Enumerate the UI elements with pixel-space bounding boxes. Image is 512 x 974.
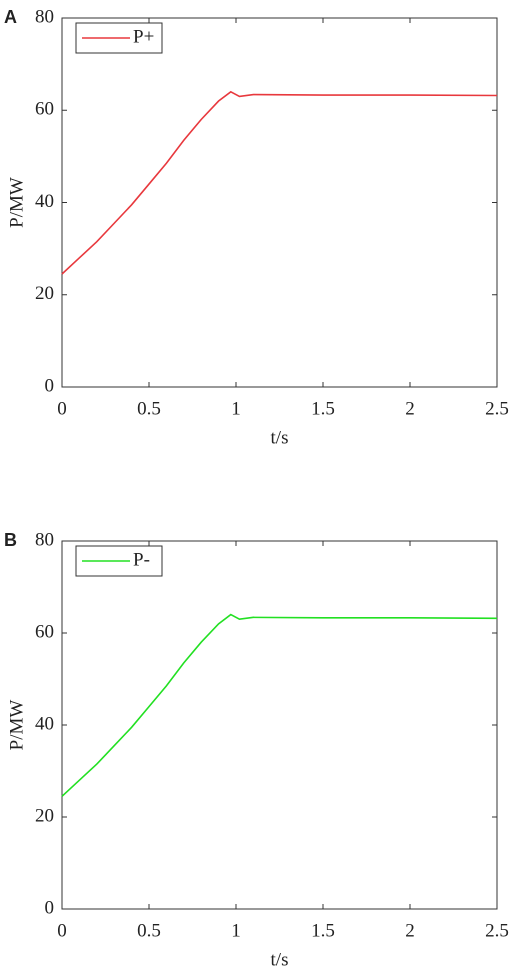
y-tick-label: 80 xyxy=(35,529,54,550)
x-axis-label: t/s xyxy=(271,427,289,448)
data-line xyxy=(61,90,498,275)
y-tick-label: 0 xyxy=(45,375,55,396)
x-tick-label: 2.5 xyxy=(485,398,509,419)
x-tick-label: 1.5 xyxy=(311,920,335,941)
y-tick-label: 60 xyxy=(35,99,54,120)
x-tick-label: 0.5 xyxy=(137,920,161,941)
y-tick-label: 80 xyxy=(35,6,54,27)
x-tick-label: 2.5 xyxy=(485,920,509,941)
x-tick-label: 1.5 xyxy=(311,398,335,419)
x-tick-label: 2 xyxy=(405,398,415,419)
panel-label: A xyxy=(4,7,17,27)
x-tick-label: 0 xyxy=(57,398,67,419)
x-tick-label: 1 xyxy=(231,398,241,419)
y-tick-label: 60 xyxy=(35,621,54,642)
x-tick-label: 1 xyxy=(231,920,241,941)
y-tick-label: 20 xyxy=(35,805,54,826)
y-tick-label: 40 xyxy=(35,713,54,734)
y-tick-label: 40 xyxy=(35,191,54,212)
x-axis-label: t/s xyxy=(271,949,289,970)
panel-label: B xyxy=(4,530,17,550)
legend-label: P+ xyxy=(133,26,154,47)
plot-frame xyxy=(61,540,498,910)
x-tick-label: 2 xyxy=(405,920,415,941)
data-line xyxy=(61,613,498,797)
x-tick-label: 0 xyxy=(57,920,67,941)
y-tick-label: 20 xyxy=(35,283,54,304)
y-tick-label: 0 xyxy=(45,897,55,918)
legend-label: P- xyxy=(133,549,150,570)
plot-frame xyxy=(61,17,498,388)
x-tick-label: 0.5 xyxy=(137,398,161,419)
y-axis-label: P/MW xyxy=(6,177,27,228)
y-axis-label: P/MW xyxy=(6,700,27,751)
